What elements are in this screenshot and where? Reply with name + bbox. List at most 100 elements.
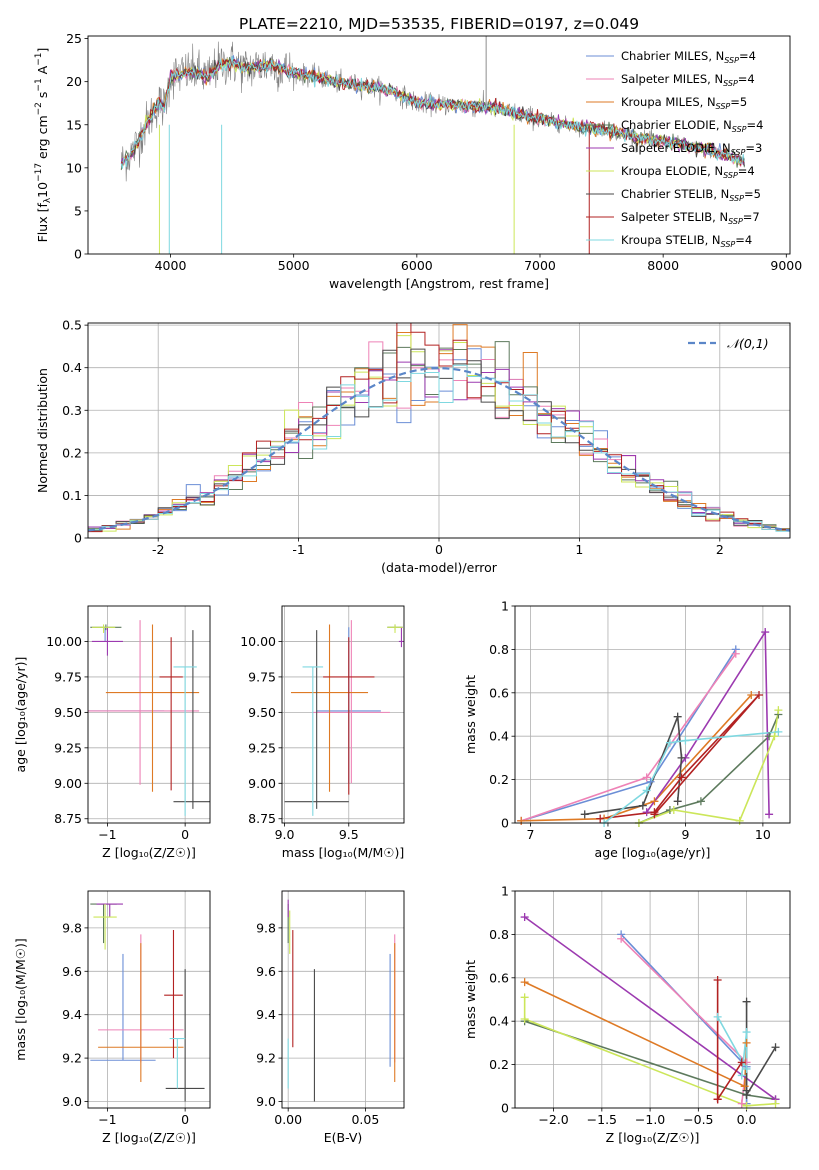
weight-marker-krou_stelib — [774, 727, 783, 736]
weight-marker-salp_stelib — [713, 1095, 722, 1104]
weight-marker-salp_miles — [642, 773, 651, 782]
y-tick-label: 0.8 — [489, 642, 509, 657]
x-tick-label: −1 — [98, 1112, 116, 1127]
x-tick-label: 6000 — [401, 258, 433, 273]
x-tick-label: −1.0 — [635, 1112, 665, 1127]
y-tick-label: 0.2 — [62, 445, 82, 460]
y-tick-label: 20 — [66, 74, 82, 89]
weight-marker-krou_elodie — [771, 1099, 780, 1108]
x-tick-label: −0.5 — [683, 1112, 713, 1127]
weight-marker-chab_stelib — [742, 997, 751, 1006]
y-axis-label: mass weight — [463, 960, 478, 1039]
massweight_vs_age-plot-area — [520, 629, 780, 823]
x-tick-label: −1 — [98, 827, 116, 842]
weight-marker-krou_miles — [740, 1082, 749, 1091]
y-tick-label: 9.6 — [62, 964, 82, 979]
x-tick-label: 9000 — [770, 258, 802, 273]
x-tick-label: 8 — [604, 827, 612, 842]
axes-frame — [514, 605, 791, 824]
weight-marker-salp_elodie — [761, 628, 770, 637]
weight-line-krou_elodie — [523, 997, 776, 1107]
x-tick-label: 0.0 — [737, 1112, 757, 1127]
weight-marker-salp_elodie — [642, 808, 651, 817]
weight-marker-salp_elodie — [520, 913, 529, 922]
x-tick-label: 0.00 — [274, 1112, 302, 1127]
weight-marker-chab_stelib — [580, 810, 589, 819]
mass-vs-metallicity-panel: −1 0 9.0 9.2 9.4 9.6 9.8 Z [log₁₀(Z/Z☉)] mass [l… — [13, 890, 211, 1145]
residual-histogram-krou_stelib — [88, 364, 790, 533]
y-tick-label: 5 — [74, 203, 82, 218]
y-axis-label: mass weight — [463, 675, 478, 754]
y-tick-label: 9.75 — [248, 669, 276, 684]
weight-marker-chab_elodie — [696, 797, 705, 806]
weight-marker-krou_elodie — [742, 1101, 751, 1110]
weight-marker-krou_elodie — [774, 706, 783, 715]
x-tick-label: −1.5 — [587, 1112, 617, 1127]
weight-marker-krou_stelib — [742, 1064, 751, 1073]
x-tick-label: 0 — [435, 542, 443, 557]
y-tick-label: 1 — [501, 599, 509, 614]
y-tick-label: 9.4 — [62, 1007, 82, 1022]
x-tick-label: 2 — [716, 542, 724, 557]
axes-frame — [87, 890, 211, 1109]
y-tick-label: 9.00 — [248, 776, 276, 791]
legend-label-salp_stelib: Salpeter STELIB, NSSP=7 — [621, 210, 760, 226]
weight-marker-krou_stelib — [642, 786, 651, 795]
age-vs-metallicity-panel: −1 0 8.75 9.00 9.25 9.50 9.75 10.00 Z [log₁₀(Z/Z… — [13, 605, 211, 860]
x-tick-label: 9 — [681, 827, 689, 842]
model-spectrum-krou_stelib — [120, 55, 745, 169]
legend-label-krou_miles: Kroupa MILES, NSSP=5 — [621, 95, 747, 111]
weight-marker-krou_miles — [650, 797, 659, 806]
weight-marker-krou_elodie — [520, 1015, 529, 1024]
x-tick-label: 4000 — [155, 258, 187, 273]
y-tick-label: 10 — [66, 160, 82, 175]
age_vs_mass-plot-area — [284, 620, 404, 816]
y-tick-label: 9.50 — [248, 705, 276, 720]
y-tick-label: 9.75 — [54, 669, 82, 684]
x-tick-label: 0 — [181, 827, 189, 842]
legend-label-salp_elodie: Salpeter ELODIE, NSSP=3 — [621, 141, 762, 157]
y-tick-label: 0 — [501, 1101, 509, 1116]
x-tick-label: 5000 — [278, 258, 310, 273]
y-tick-label: 9.4 — [256, 1007, 276, 1022]
x-tick-label: 10 — [755, 827, 771, 842]
y-tick-label: 1 — [501, 884, 509, 899]
weight-line-krou_stelib — [716, 1016, 748, 1076]
residuals-legend: 𝒩(0,1) — [688, 336, 769, 351]
mass-vs-reddening-panel: 0.00 0.05 9.0 9.2 9.4 9.6 9.8 E(B-V) — [256, 890, 405, 1145]
y-tick-label: 0.2 — [489, 1057, 509, 1072]
weight-marker-krou_miles — [520, 978, 529, 987]
y-axis-label: mass [log₁₀(M/M☉)] — [13, 938, 28, 1060]
mass_vs_ebv-plot-area — [287, 899, 396, 1102]
weight-marker-krou_miles — [747, 690, 756, 699]
x-tick-label: 9.5 — [339, 827, 359, 842]
weight-line-salp_stelib — [716, 979, 743, 1103]
weight-marker-salp_stelib — [713, 975, 722, 984]
weight-line-chab_miles — [520, 648, 737, 822]
legend-label-salp_miles: Salpeter MILES, NSSP=4 — [621, 72, 755, 88]
residuals-plot-area — [88, 323, 790, 535]
residuals-panel: -2 -1 0 1 2 0 0.1 0.2 0.3 0.4 0.5 (data-model)/erro… — [35, 318, 791, 575]
axes-frame — [87, 605, 211, 824]
x-axis-label: mass [log₁₀(M/M☉)] — [282, 845, 404, 860]
y-tick-label: 15 — [66, 117, 82, 132]
x-tick-label: -2 — [152, 542, 164, 557]
weight-marker-krou_elodie — [520, 993, 529, 1002]
weight-marker-salp_miles — [731, 649, 740, 658]
y-tick-label: 8.75 — [248, 811, 276, 826]
weight-marker-chab_stelib — [638, 801, 647, 810]
weight-marker-salp_miles — [617, 934, 626, 943]
y-tick-label: 10.00 — [46, 634, 82, 649]
weight-marker-krou_elodie — [669, 805, 678, 814]
y-tick-label: 9.2 — [256, 1051, 276, 1066]
legend-label-normal: 𝒩(0,1) — [727, 336, 769, 351]
y-tick-label: 9.0 — [256, 1094, 276, 1109]
y-tick-label: 0 — [501, 816, 509, 831]
weight-marker-krou_elodie — [735, 816, 744, 825]
axes-frame — [281, 605, 405, 824]
weight-marker-chab_stelib — [742, 1090, 751, 1099]
axes-frame — [514, 890, 791, 1109]
age-vs-mass-panel: 9.0 9.5 8.75 9.00 9.25 9.50 9.75 10.00 mass [log… — [240, 605, 405, 860]
weight-marker-krou_elodie — [770, 732, 779, 741]
legend-label-chab_stelib: Chabrier STELIB, NSSP=5 — [621, 187, 761, 203]
